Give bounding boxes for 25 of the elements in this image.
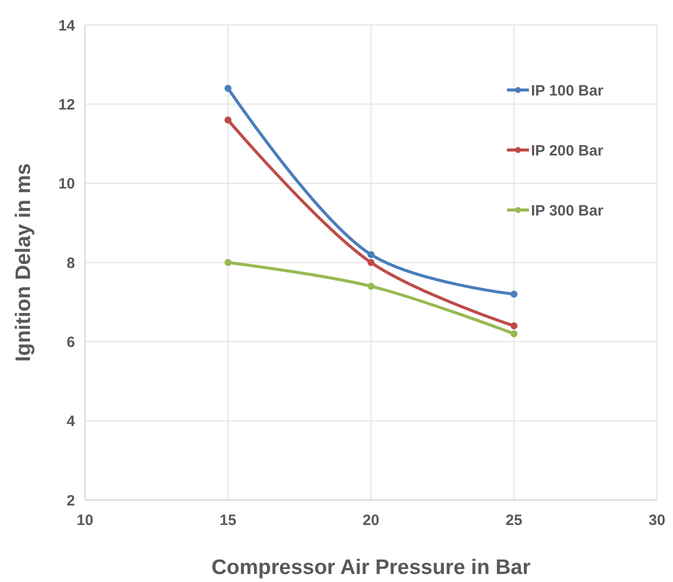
- y-tick-label: 2: [66, 492, 75, 510]
- point: [368, 282, 374, 290]
- point: [510, 322, 518, 330]
- y-tick-label: 8: [66, 254, 75, 272]
- y-tick-label: 14: [58, 17, 76, 34]
- legend-label: IP 300 Bar: [531, 202, 604, 220]
- x-axis-title: Compressor Air Pressure in Bar: [211, 556, 531, 579]
- point: [224, 259, 232, 266]
- x-tick-label: 25: [506, 512, 522, 529]
- y-tick-label: 10: [58, 176, 75, 193]
- x-tick-label: 20: [362, 512, 380, 529]
- y-tick-label: 6: [66, 334, 75, 351]
- legend-label: IP 200 Bar: [531, 142, 604, 160]
- x-tick-label: 30: [648, 512, 666, 529]
- point: [224, 84, 232, 92]
- x-tick-label: 15: [220, 512, 236, 529]
- y-tick-label: 12: [58, 96, 75, 114]
- point: [510, 330, 518, 338]
- y-tick-label: 4: [66, 413, 76, 430]
- point: [368, 259, 374, 266]
- point: [224, 116, 232, 124]
- point: [510, 290, 518, 298]
- point: [368, 251, 374, 258]
- y-axis-title: Ignition Delay in ms: [12, 163, 35, 362]
- legend-label: IP 100 Bar: [531, 82, 604, 100]
